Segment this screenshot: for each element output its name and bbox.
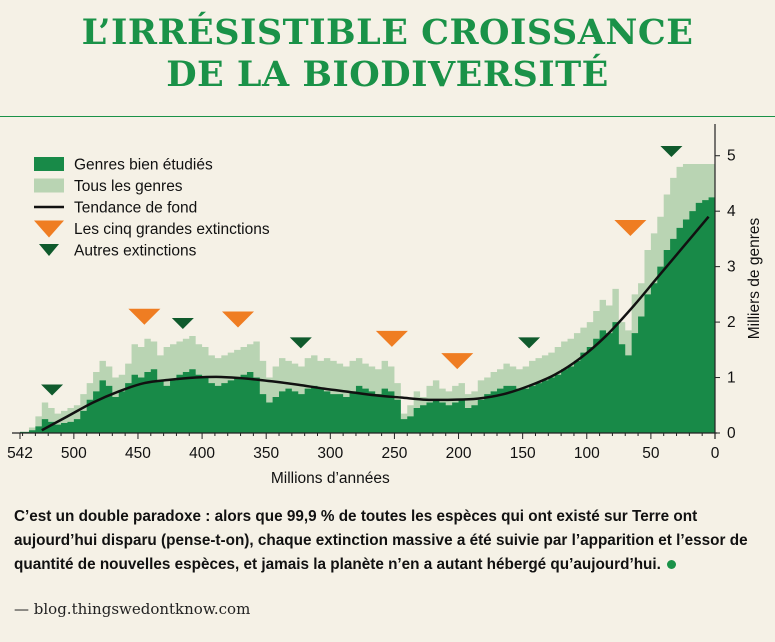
major-extinction-marker — [614, 220, 647, 236]
legend-item: Autres extinctions — [39, 243, 197, 260]
x-tick-label: 100 — [574, 445, 600, 462]
legend-item: Tous les genres — [34, 178, 183, 195]
x-tick-label: 0 — [711, 445, 720, 462]
all-genera-area — [20, 164, 715, 433]
y-tick-label: 0 — [727, 425, 736, 442]
y-axis-label: Milliers de genres — [746, 218, 763, 340]
page-title: L’IRRÉSISTIBLE CROISSANCE DE LA BIODIVER… — [0, 12, 775, 96]
title-line-2: DE LA BIODIVERSITÉ — [166, 54, 609, 95]
chart-caption: C’est un double paradoxe : alors que 99,… — [14, 505, 764, 577]
x-tick-label: 50 — [642, 445, 660, 462]
source-credit: — blog.thingswedontknow.com — [14, 600, 251, 618]
x-tick-label: 350 — [253, 445, 279, 462]
well-studied-area — [20, 197, 715, 433]
chart-trend — [41, 215, 710, 432]
x-tick-label: 200 — [446, 445, 472, 462]
legend-label: Tendance de fond — [74, 200, 197, 217]
legend-label: Genres bien étudiés — [74, 157, 213, 174]
x-tick-label: 542 — [7, 445, 33, 462]
legend-swatch-dark — [34, 157, 64, 171]
minor-extinction-marker — [41, 384, 64, 396]
major-extinction-marker — [128, 308, 161, 325]
x-tick-label: 300 — [317, 445, 343, 462]
legend-green-triangle-icon — [39, 244, 59, 256]
major-extinction-marker — [441, 353, 474, 370]
chart-markers — [41, 146, 683, 396]
chart-legend: Genres bien étudiés Tous les genres Tendan… — [34, 157, 270, 260]
x-tick-label: 400 — [189, 445, 215, 462]
minor-extinction-marker — [289, 337, 312, 349]
y-tick-label: 5 — [727, 148, 736, 165]
legend-swatch-light — [34, 178, 64, 193]
chart-axes: 542 500 450 400 350 300 250 200 150 100 50 0012345M… — [7, 124, 763, 487]
x-tick-label: 450 — [125, 445, 151, 462]
minor-extinction-marker — [518, 337, 541, 349]
minor-extinction-marker — [660, 146, 683, 158]
end-dot-icon — [666, 560, 676, 570]
x-tick-label: 500 — [61, 445, 87, 462]
y-tick-label: 3 — [727, 259, 736, 276]
legend-orange-triangle-icon — [34, 220, 64, 238]
legend-item: Les cinq grandes extinctions — [34, 220, 270, 238]
x-tick-label: 250 — [381, 445, 407, 462]
y-tick-label: 4 — [727, 203, 736, 220]
legend-label: Tous les genres — [74, 178, 183, 195]
title-divider — [0, 116, 775, 117]
legend-item: Genres bien étudiés — [34, 157, 213, 174]
legend-label: Les cinq grandes extinctions — [74, 221, 270, 238]
legend-item: Tendance de fond — [34, 200, 197, 217]
major-extinction-marker — [221, 311, 254, 328]
minor-extinction-marker — [171, 317, 194, 329]
biodiversity-chart: 542 500 450 400 350 300 250 200 150 100 50 0012345M… — [7, 124, 763, 487]
y-tick-label: 1 — [727, 370, 736, 387]
major-extinction-marker — [375, 330, 408, 347]
y-tick-label: 2 — [727, 314, 736, 331]
x-axis-label: Millions d’années — [271, 470, 390, 487]
x-tick-label: 150 — [510, 445, 536, 462]
trend-line — [41, 215, 710, 432]
chart-areas — [20, 164, 715, 433]
legend-label: Autres extinctions — [74, 243, 197, 260]
caption-text: C’est un double paradoxe : alors que 99,… — [14, 508, 748, 573]
title-line-1: L’IRRÉSISTIBLE CROISSANCE — [81, 12, 694, 53]
